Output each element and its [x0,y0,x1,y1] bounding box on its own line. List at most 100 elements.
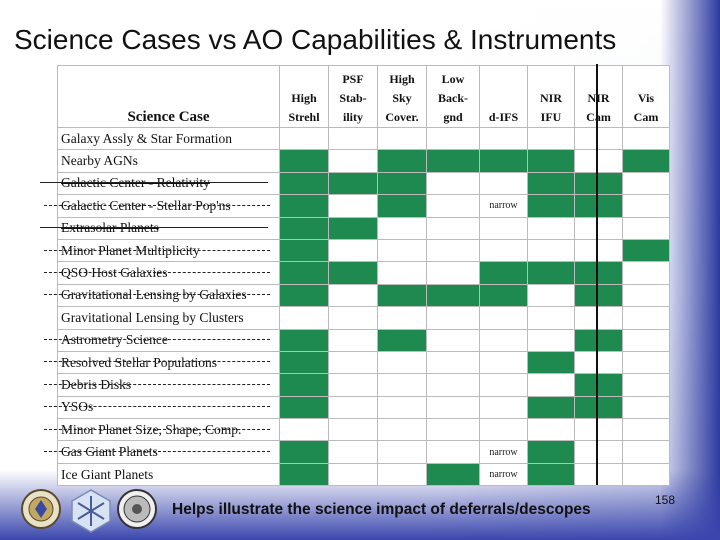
capability-cell-filled [574,283,623,308]
table-row: Extrasolar Planets [57,216,670,240]
capability-cell-filled [328,261,378,285]
dashed-strike-line [44,383,270,385]
capability-cell-empty [479,328,528,352]
capability-cell-narrow: narrow [479,194,528,218]
capability-cell-empty [377,395,427,420]
table-row: Nearby AGNs [57,149,670,173]
capability-cell-empty [328,149,378,173]
capability-cell-empty [527,373,575,397]
capability-cell-filled [622,238,670,263]
capability-cell-empty [377,126,427,151]
table-row: YSOs [57,395,670,420]
capability-cell-filled [527,440,575,464]
capability-cell-filled [279,171,329,196]
capability-cell-empty [479,418,528,442]
capability-cell-empty [622,440,670,464]
narrow-note: narrow [489,200,518,212]
table-row: Resolved Stellar Populations [57,350,670,375]
science-case-label: Extrasolar Planets [57,216,280,240]
capability-cell-empty [574,418,623,442]
column-header: d-IFS [479,65,528,128]
capability-cell-empty [479,216,528,240]
capability-cell-empty [574,149,623,173]
capability-cell-empty [479,238,528,263]
capability-cell-filled [479,261,528,285]
dashed-strike-line [44,339,270,341]
capability-cell-filled [279,462,329,487]
column-header-line: Cam [586,110,611,124]
capability-cell-filled [574,328,623,352]
capability-cell-empty [574,126,623,151]
column-header-line: Cam [633,110,659,124]
capability-cell-empty [527,238,575,263]
capability-cell-empty [622,306,670,330]
dashed-strike-line [44,451,270,453]
dashed-strike-line [44,361,270,363]
science-case-label: Debris Disks [57,373,280,397]
column-header-line: d-IFS [488,110,519,124]
column-header-line: ility [343,110,363,124]
capability-cell-empty [279,126,329,151]
capability-cell-filled [527,149,575,173]
capability-cell-empty [574,440,623,464]
capability-cell-empty [622,328,670,352]
capability-cell-empty [377,373,427,397]
strike-line [40,182,268,184]
capability-cell-filled [426,149,480,173]
capability-cell-narrow: narrow [479,440,528,464]
table-row: Galactic Center - Stellar Pop'ns narrow [57,194,670,218]
capability-cell-filled [527,462,575,487]
slide-caption: Helps illustrate the science impact of d… [172,501,591,518]
capability-cell-empty [426,194,480,218]
slide-right-band [660,0,720,540]
emblem-logo [117,489,157,529]
capability-cell-empty [426,418,480,442]
table-row: QSO Host Galaxies [57,261,670,285]
capability-cell-empty [328,440,378,464]
capability-cell-filled [377,194,427,218]
science-case-label: Nearby AGNs [57,149,280,173]
capability-cell-empty [527,126,575,151]
capability-table: Science Case High Strehl PSF Stab-ility High S… [57,65,670,487]
column-header-line: NIR [587,91,610,105]
capability-cell-filled [527,171,575,196]
capability-cell-empty [377,238,427,263]
capability-cell-empty [328,462,378,487]
column-header-line: Vis [637,91,655,105]
table-row: Minor Planet Multiplicity [57,238,670,263]
capability-cell-filled [527,350,575,375]
slide-title: Science Cases vs AO Capabilities & Instr… [14,24,617,55]
capability-cell-empty [622,395,670,420]
capability-cell-empty [328,306,378,330]
capability-cell-empty [279,306,329,330]
capability-cell-filled [279,283,329,308]
capability-cell-filled [527,261,575,285]
column-header-line: PSF [342,72,364,86]
capability-cell-empty [377,216,427,240]
column-header: NIR IFU [527,65,575,128]
column-header-line: NIR [539,91,562,105]
snowflake-logo [71,489,111,533]
narrow-note: narrow [489,446,518,458]
capability-cell-filled [574,171,623,196]
table-row: Gravitational Lensing by Clusters [57,306,670,330]
capability-cell-empty [479,171,528,196]
capability-cell-narrow: narrow [479,462,528,487]
capability-cell-empty [622,462,670,487]
capability-cell-filled [279,395,329,420]
capability-cell-empty [574,306,623,330]
science-case-label: Astrometry Science [57,328,280,352]
capability-cell-empty [426,216,480,240]
column-header: High Sky Cover. [377,65,427,128]
capability-cell-empty [426,171,480,196]
capability-cell-empty [426,350,480,375]
capability-cell-empty [328,194,378,218]
dashed-strike-line [44,406,270,408]
dashed-strike-line [44,294,270,296]
capability-cell-empty [527,216,575,240]
column-header-line: Science Case [127,109,210,125]
capability-cell-empty [622,126,670,151]
page-number: 158 [655,493,676,507]
capability-cell-empty [377,306,427,330]
dashed-strike-line [44,271,270,273]
